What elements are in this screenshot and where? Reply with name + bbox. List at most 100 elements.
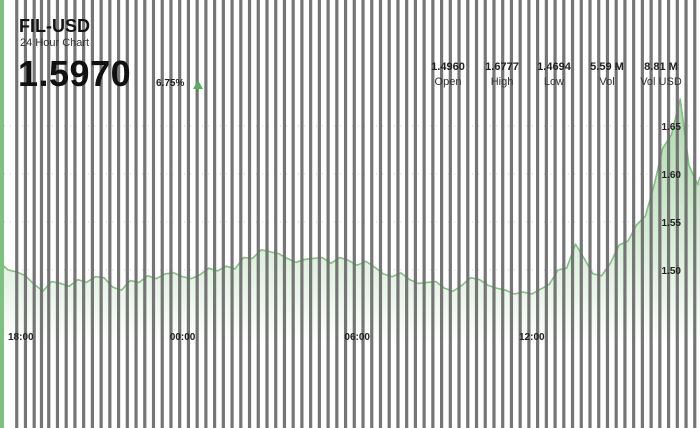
stat-value: 1.6777 bbox=[485, 61, 519, 73]
volume-bar bbox=[134, 0, 138, 428]
stat-label: Low bbox=[543, 76, 565, 88]
stat-value: 1.4960 bbox=[431, 61, 465, 73]
volume-bar bbox=[474, 0, 479, 428]
volume-bar bbox=[116, 0, 121, 428]
volume-bar bbox=[509, 0, 514, 428]
volume-bar bbox=[439, 0, 444, 428]
volume-bar bbox=[370, 0, 374, 428]
stat-label: High bbox=[490, 76, 514, 88]
volume-bar bbox=[675, 0, 679, 428]
volume-bar bbox=[658, 0, 662, 428]
volume-bar bbox=[186, 0, 191, 428]
volume-bar bbox=[649, 0, 653, 428]
volume-bar bbox=[483, 0, 487, 428]
stat-value: 1.4694 bbox=[537, 61, 571, 73]
stat-label: Vol bbox=[599, 76, 615, 88]
volume-bar bbox=[492, 0, 496, 428]
volume-bar bbox=[632, 0, 636, 428]
volume-bar bbox=[32, 0, 36, 428]
volume-bar bbox=[230, 0, 234, 428]
chart-subtitle: 24 Hour Chart bbox=[20, 37, 90, 49]
volume-bar bbox=[387, 0, 391, 428]
volume-bar bbox=[291, 0, 295, 428]
volume-bar bbox=[125, 0, 129, 428]
volume-bar bbox=[597, 0, 601, 428]
y-tick-label: 1.55 bbox=[662, 218, 682, 229]
volume-bar bbox=[47, 0, 51, 428]
volume-bar bbox=[204, 0, 208, 428]
volume-bar bbox=[39, 0, 44, 428]
volume-bar bbox=[221, 0, 225, 428]
volume-bar bbox=[579, 0, 583, 428]
volume-bar bbox=[457, 0, 461, 428]
y-tick-label: 1.50 bbox=[662, 266, 682, 277]
up-arrow-icon bbox=[193, 80, 203, 89]
volume-bar bbox=[23, 0, 28, 428]
y-tick-label: 1.60 bbox=[662, 170, 682, 181]
volume-bar bbox=[99, 0, 103, 428]
volume-bar bbox=[570, 0, 575, 428]
volume-bar bbox=[518, 0, 522, 428]
volume-bar bbox=[64, 0, 68, 428]
volume-bar bbox=[666, 0, 671, 428]
stat-open: 1.4960 Open bbox=[413, 61, 483, 88]
volume-bar bbox=[422, 0, 426, 428]
volume-bar bbox=[605, 0, 610, 428]
volume-bar bbox=[553, 0, 557, 428]
symbol-title: FIL-USD bbox=[19, 16, 90, 36]
percent-change: 6.75% bbox=[156, 78, 185, 89]
x-tick-label: 06:00 bbox=[344, 332, 370, 343]
volume-bar bbox=[169, 0, 173, 428]
volume-bar bbox=[614, 0, 618, 428]
volume-bar bbox=[588, 0, 592, 428]
volume-bar bbox=[195, 0, 199, 428]
volume-bar bbox=[413, 0, 417, 428]
volume-bar bbox=[55, 0, 60, 428]
volume-bar bbox=[623, 0, 627, 428]
volume-bar bbox=[693, 0, 697, 428]
volume-bar bbox=[239, 0, 243, 428]
volume-bar bbox=[466, 0, 470, 428]
stat-volume: 5.59 M Vol bbox=[572, 61, 642, 88]
stat-high: 1.6777 High bbox=[467, 61, 537, 88]
volume-bar bbox=[256, 0, 260, 428]
volume-bar bbox=[282, 0, 287, 428]
volume-bar bbox=[431, 0, 435, 428]
volume-bar bbox=[15, 0, 19, 428]
volume-bar bbox=[247, 0, 252, 428]
y-tick-label: 1.65 bbox=[662, 122, 682, 133]
stat-label: Open bbox=[434, 76, 462, 88]
volume-bar bbox=[108, 0, 112, 428]
volume-bar bbox=[352, 0, 356, 428]
volume-bar bbox=[265, 0, 269, 428]
volume-bar bbox=[361, 0, 365, 428]
volume-bar bbox=[378, 0, 383, 428]
x-tick-label: 12:00 bbox=[519, 332, 545, 343]
volume-bar bbox=[527, 0, 531, 428]
volume-bar bbox=[178, 0, 182, 428]
volume-bar bbox=[300, 0, 304, 428]
volume-bar bbox=[562, 0, 566, 428]
current-price: 1.5970 bbox=[18, 53, 132, 94]
volume-bar bbox=[640, 0, 644, 428]
volume-bar bbox=[396, 0, 400, 428]
volume-bar bbox=[213, 0, 217, 428]
volume-bar bbox=[309, 0, 313, 428]
volume-bar bbox=[501, 0, 505, 428]
price-area bbox=[4, 99, 700, 428]
volume-bar bbox=[343, 0, 348, 428]
volume-bar bbox=[151, 0, 156, 428]
volume-bar bbox=[536, 0, 540, 428]
volume-bar bbox=[684, 0, 688, 428]
volume-bar bbox=[405, 0, 409, 428]
volume-bar bbox=[544, 0, 548, 428]
volume-bar bbox=[274, 0, 278, 428]
volume-bar bbox=[317, 0, 321, 428]
volume-bar bbox=[82, 0, 86, 428]
x-tick-label: 00:00 bbox=[170, 332, 196, 343]
stat-low: 1.4694 Low bbox=[519, 61, 589, 88]
volume-bar bbox=[448, 0, 452, 428]
stat-volume-usd: 8.81 M Vol USD bbox=[626, 61, 696, 88]
